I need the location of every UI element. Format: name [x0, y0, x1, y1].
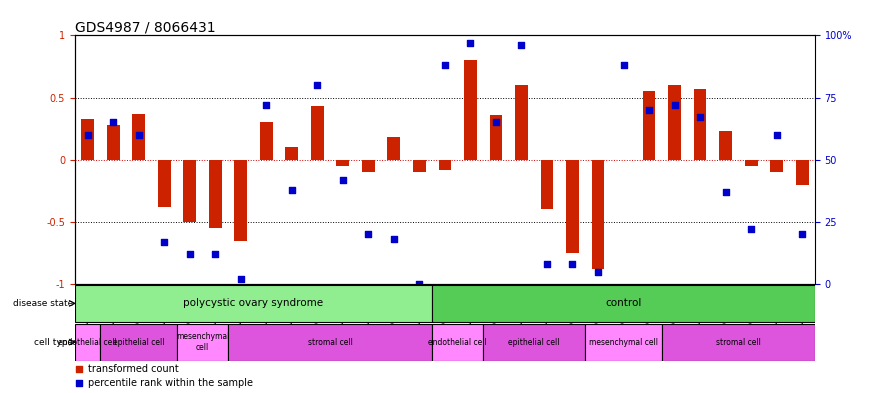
Bar — [75, 285, 433, 322]
Point — [412, 281, 426, 287]
Text: stromal cell: stromal cell — [307, 338, 352, 347]
Bar — [642, 91, 655, 160]
Bar — [177, 323, 228, 361]
Bar — [693, 89, 707, 160]
Bar — [541, 160, 553, 209]
Point — [259, 102, 273, 108]
Point — [668, 102, 682, 108]
Bar — [770, 160, 783, 172]
Point — [310, 82, 324, 88]
Bar — [285, 147, 298, 160]
Bar — [719, 131, 732, 160]
Point — [566, 261, 580, 267]
Text: disease state: disease state — [13, 299, 74, 308]
Text: epithelial cell: epithelial cell — [508, 338, 560, 347]
Text: epithelial cell: epithelial cell — [113, 338, 165, 347]
Text: endothelial cell: endothelial cell — [58, 338, 117, 347]
Bar — [260, 122, 272, 160]
Bar — [388, 137, 400, 160]
Bar — [585, 323, 662, 361]
Point — [617, 62, 631, 68]
Bar — [439, 160, 451, 170]
Point — [515, 42, 529, 48]
Point — [182, 251, 196, 257]
Bar — [744, 160, 758, 166]
Point — [233, 276, 248, 282]
Point — [744, 226, 759, 233]
Bar — [81, 119, 94, 160]
Text: percentile rank within the sample: percentile rank within the sample — [88, 378, 253, 388]
Bar — [100, 323, 177, 361]
Bar — [592, 160, 604, 269]
Bar — [158, 160, 171, 207]
Point — [131, 132, 145, 138]
Bar — [132, 114, 145, 160]
Bar — [668, 85, 681, 160]
Point — [106, 119, 120, 125]
Bar — [433, 285, 815, 322]
Point — [796, 231, 810, 237]
Text: cell type: cell type — [34, 338, 74, 347]
Bar — [464, 60, 477, 160]
Point — [361, 231, 375, 237]
Point — [770, 132, 784, 138]
Text: endothelial cell: endothelial cell — [428, 338, 487, 347]
Point — [285, 186, 299, 193]
Text: polycystic ovary syndrome: polycystic ovary syndrome — [183, 298, 323, 309]
Bar — [796, 160, 809, 185]
Bar — [337, 160, 349, 166]
Text: stromal cell: stromal cell — [716, 338, 761, 347]
Bar — [311, 106, 323, 160]
Bar — [107, 125, 120, 160]
Bar — [566, 160, 579, 253]
Bar — [515, 85, 528, 160]
Bar — [662, 323, 815, 361]
Text: transformed count: transformed count — [88, 364, 179, 374]
Point — [489, 119, 503, 125]
Text: mesenchymal
cell: mesenchymal cell — [176, 332, 229, 352]
Text: GDS4987 / 8066431: GDS4987 / 8066431 — [75, 20, 216, 34]
Bar — [483, 323, 585, 361]
Point — [157, 239, 171, 245]
Text: mesenchymal cell: mesenchymal cell — [589, 338, 658, 347]
Point — [693, 114, 707, 121]
Point — [387, 236, 401, 242]
Bar — [433, 323, 483, 361]
Bar — [234, 160, 248, 241]
Point — [80, 132, 94, 138]
Bar — [209, 160, 222, 228]
Bar — [362, 160, 374, 172]
Text: control: control — [605, 298, 641, 309]
Point — [471, 317, 485, 323]
Point — [642, 107, 656, 113]
Point — [438, 62, 452, 68]
Point — [208, 251, 222, 257]
Point — [719, 189, 733, 195]
Bar — [75, 323, 100, 361]
Point — [463, 40, 478, 46]
Point — [336, 176, 350, 183]
Point — [471, 191, 485, 198]
Bar — [490, 115, 502, 160]
Point — [591, 268, 605, 275]
Bar — [183, 160, 196, 222]
Bar — [228, 323, 433, 361]
Bar — [413, 160, 426, 172]
Point — [540, 261, 554, 267]
